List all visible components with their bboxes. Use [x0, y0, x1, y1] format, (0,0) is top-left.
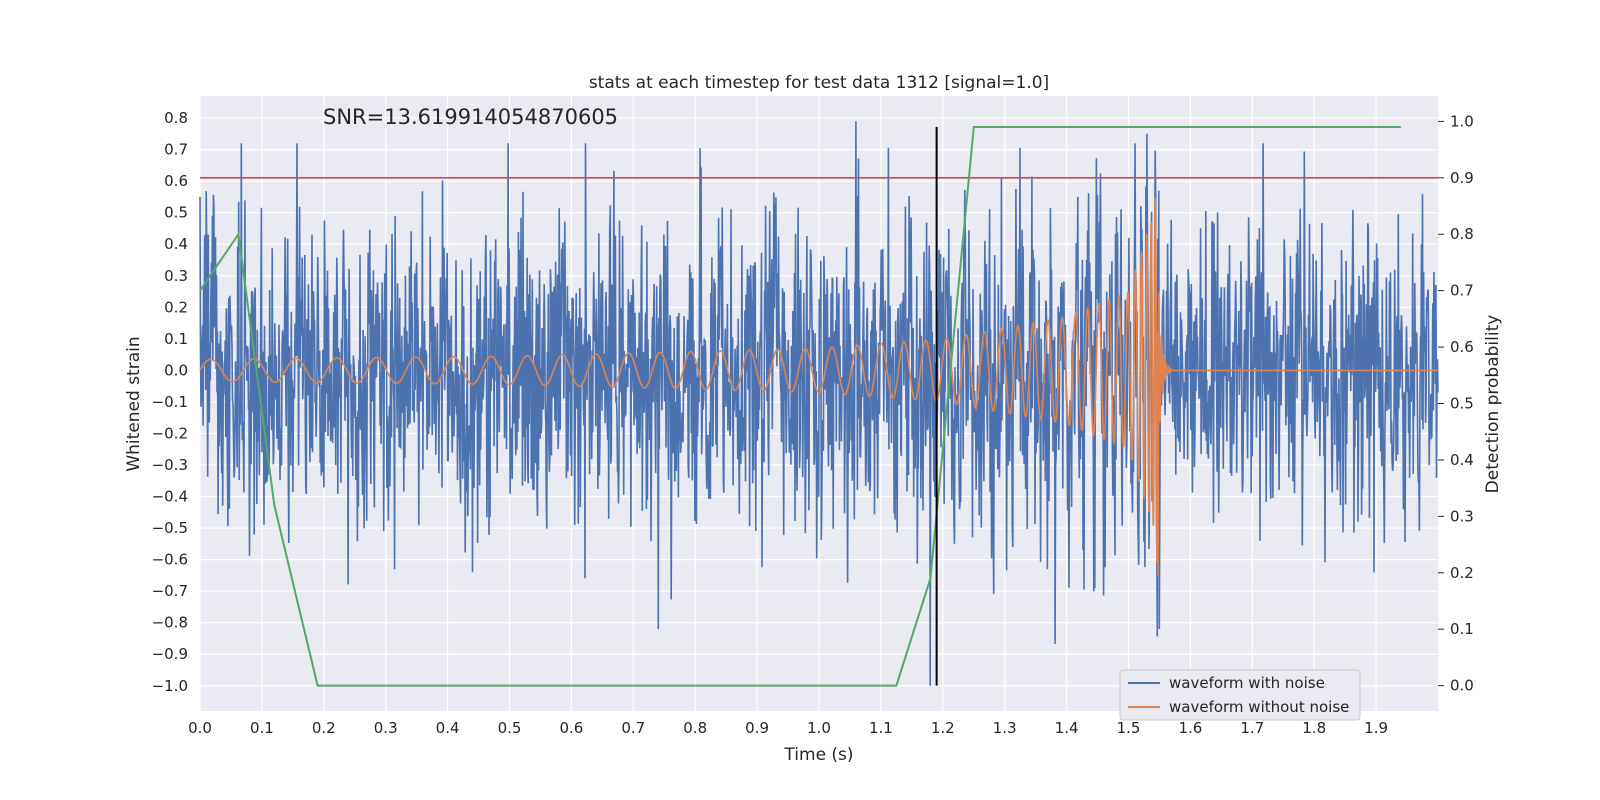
- series-line-detection-probability: [199, 126, 1401, 687]
- snr-annotation: SNR=13.619914054870605: [323, 105, 618, 129]
- y-tick-label: −0.7: [152, 582, 188, 600]
- legend-box: [1119, 669, 1361, 721]
- y-tick-label: 0.6: [164, 172, 188, 190]
- y-tick-label: −0.5: [152, 519, 188, 537]
- series-line-waveform-without-noise: [199, 198, 1438, 576]
- legend-label-noise: waveform with noise: [1169, 674, 1325, 692]
- x-tick-labels: 0.0 0.1 0.2 0.3 0.4 0.5 0.6 0.7 0.8 0.9 1.0 1.1 1.2 1…: [188, 719, 1388, 737]
- legend: waveform with noise waveform without noi…: [1119, 669, 1361, 721]
- series-layer: [199, 121, 1439, 687]
- x-tick-label: 0.8: [683, 719, 707, 737]
- y2-tick-label: 0.2: [1450, 564, 1474, 582]
- x-tick-label: 0.1: [250, 719, 274, 737]
- legend-label-clean: waveform without noise: [1169, 698, 1349, 716]
- y-tick-label: −0.2: [152, 424, 188, 442]
- x-tick-label: 1.0: [807, 719, 831, 737]
- y2-tick-labels: 1.0 0.9 0.8 0.7 0.6 0.5 0.4 0.3 0.2 0.1 0.0: [1438, 112, 1474, 695]
- y2-tick-label: 0.5: [1450, 395, 1474, 413]
- y-tick-label: 0.5: [164, 204, 188, 222]
- x-tick-label: 0.4: [436, 719, 460, 737]
- series-line-waveform-with-noise: [199, 121, 1439, 686]
- y2-tick-label: 0.4: [1450, 451, 1474, 469]
- y2-tick-label: 0.0: [1450, 677, 1474, 695]
- chart-title: stats at each timestep for test data 131…: [589, 73, 1049, 93]
- x-tick-label: 1.7: [1240, 719, 1264, 737]
- x-tick-label: 1.1: [869, 719, 893, 737]
- y2-axis-label: Detection probability: [1483, 315, 1503, 494]
- y-tick-label: −0.1: [152, 393, 188, 411]
- x-tick-label: 1.4: [1055, 719, 1079, 737]
- y2-tick-label: 0.6: [1450, 338, 1474, 356]
- x-axis-label: Time (s): [783, 745, 853, 765]
- x-tick-label: 1.2: [931, 719, 955, 737]
- x-tick-label: 1.9: [1364, 719, 1388, 737]
- y-tick-label: 0.1: [164, 330, 188, 348]
- y-tick-label: −0.6: [152, 551, 188, 569]
- x-tick-label: 0.7: [621, 719, 645, 737]
- y-tick-label: 0.3: [164, 267, 188, 285]
- y-tick-label: −1.0: [152, 677, 188, 695]
- y-tick-label: 0.0: [164, 361, 188, 379]
- y2-tick-label: 0.9: [1450, 169, 1474, 187]
- y-tick-label: −0.9: [152, 645, 188, 663]
- y-tick-label: 0.4: [164, 235, 188, 253]
- x-tick-label: 1.6: [1178, 719, 1202, 737]
- x-tick-label: 1.8: [1302, 719, 1326, 737]
- y-tick-label: 0.7: [164, 141, 188, 159]
- x-tick-label: 0.5: [498, 719, 522, 737]
- y2-tick-label: 0.3: [1450, 507, 1474, 525]
- y2-tick-label: 0.1: [1450, 620, 1474, 638]
- x-tick-label: 0.3: [374, 719, 398, 737]
- y2-tick-label: 1.0: [1450, 112, 1474, 130]
- y-tick-labels: 0.8 0.7 0.6 0.5 0.4 0.3 0.2 0.1 0.0 −0.1 −0.2 −0.3 −…: [152, 109, 188, 695]
- x-tick-label: 0.6: [559, 719, 583, 737]
- x-tick-label: 1.3: [993, 719, 1017, 737]
- y-tick-label: −0.4: [152, 488, 188, 506]
- y-tick-label: −0.3: [152, 456, 188, 474]
- y-tick-label: 0.8: [164, 109, 188, 127]
- y2-tick-label: 0.7: [1450, 282, 1474, 300]
- y-axis-label: Whitened strain: [124, 336, 144, 471]
- x-tick-label: 1.5: [1117, 719, 1141, 737]
- y2-tick-label: 0.8: [1450, 225, 1474, 243]
- y-tick-label: 0.2: [164, 298, 188, 316]
- x-tick-label: 0.0: [188, 719, 212, 737]
- y-tick-label: −0.8: [152, 614, 188, 632]
- x-tick-label: 0.2: [312, 719, 336, 737]
- x-tick-label: 0.9: [745, 719, 769, 737]
